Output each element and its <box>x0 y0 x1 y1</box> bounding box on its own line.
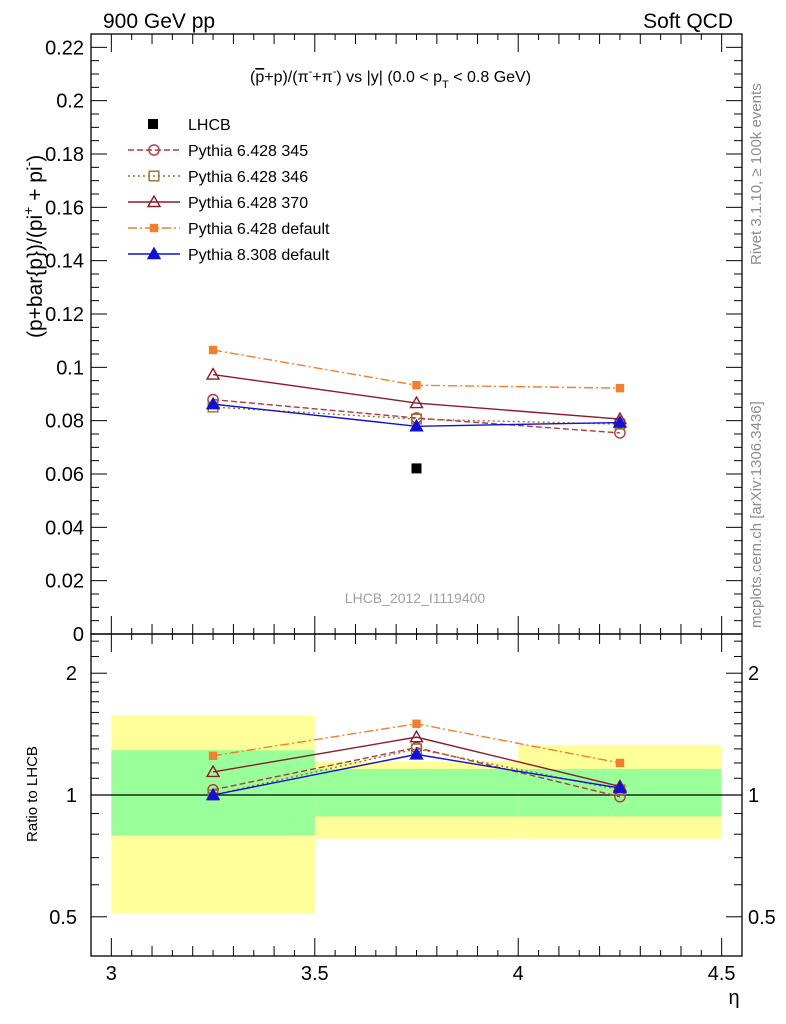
main-ytick-label: 0.14 <box>45 251 84 273</box>
ratio-point-pythia-8-308-default-2 <box>612 780 628 794</box>
main-ytick-label: 0.04 <box>45 517 84 539</box>
ratio-point-pythia-6-428-370-0 <box>205 764 221 778</box>
legend-item-lhcb: LHCB <box>148 117 231 134</box>
main-point-lhcb-0 <box>411 463 422 474</box>
main-series-group <box>205 345 628 474</box>
title-suffix: ) vs |y| (0.0 < p <box>336 69 442 86</box>
legend-marker-pythia-6-428-default <box>149 223 159 233</box>
ratio-point-pythia-8-308-default-1 <box>409 746 424 760</box>
legend-item-pythia-6-428-default: Pythia 6.428 default <box>128 221 330 238</box>
legend-item-pythia-6-428-370: Pythia 6.428 370 <box>128 194 308 212</box>
x-tick-label: 4 <box>513 963 524 985</box>
title-mid: +p)/(π <box>264 69 308 86</box>
legend-item-pythia-8-308-default: Pythia 8.308 default <box>128 246 330 264</box>
title-pbar: p <box>255 69 264 86</box>
main-line-pythia-6-428-370 <box>212 373 620 420</box>
legend-marker-pythia-6-428-370 <box>146 194 162 208</box>
main-y-axis-label: (p+bar{p})/(pi+ + pi-) <box>20 155 47 338</box>
ratio-line-pythia-6-428-370 <box>212 736 621 788</box>
main-ytick-label: 0 <box>73 624 84 646</box>
legend-label-lhcb: LHCB <box>188 117 231 134</box>
title-sup1: - <box>309 66 313 78</box>
main-plot-title: (p+p)/(π-+π-) vs |y| (0.0 < pT < 0.8 GeV… <box>250 66 531 91</box>
main-point-pythia-8-308-default-0 <box>205 396 221 410</box>
main-ytick-label: 0.1 <box>56 357 84 379</box>
ylabel-main: (p+bar{p})/(pi <box>24 215 47 338</box>
ylabel-sup2: - <box>20 161 36 166</box>
main-ytick-label: 0.08 <box>45 411 84 433</box>
main-ytick-label: 0.12 <box>45 304 84 326</box>
main-ytick-label: 0.2 <box>56 91 84 113</box>
legend-marker-pythia-8-308-default <box>146 246 162 260</box>
ratio-y-axis-label: Ratio to LHCB <box>24 746 41 842</box>
ratio-ytick-label-right: 2 <box>748 663 759 685</box>
legend-label-pythia-6-428-370: Pythia 6.428 370 <box>188 195 308 212</box>
main-point-pythia-8-308-default-2 <box>612 415 628 428</box>
legend-marker-pythia-6-428-346 <box>148 170 160 182</box>
title-end: < 0.8 GeV) <box>449 69 531 86</box>
main-ytick-label: 0.06 <box>45 464 84 486</box>
ratio-series-group <box>205 719 628 803</box>
main-point-pythia-8-308-default-1 <box>409 418 424 432</box>
title-prefix: ( <box>250 69 256 86</box>
ratio-ytick-label-right: 0.5 <box>748 907 776 929</box>
main-point-pythia-6-428-370-1 <box>409 395 424 409</box>
ratio-band-green-1 <box>314 768 519 817</box>
ylabel-mid: + pi <box>24 166 47 206</box>
main-point-pythia-6-428-default-0 <box>208 345 218 355</box>
ratio-point-pythia-6-428-default-0 <box>208 751 218 760</box>
title-plus: +π <box>312 69 332 86</box>
legend-marker-pythia-6-428-345 <box>148 144 160 156</box>
legend-label-pythia-6-428-default: Pythia 6.428 default <box>188 221 330 238</box>
main-ytick-label: 0.16 <box>45 197 84 219</box>
legend-label-pythia-6-428-346: Pythia 6.428 346 <box>188 169 308 186</box>
ratio-ytick-label-left: 2 <box>66 663 77 685</box>
x-tick-label: 3 <box>106 963 117 985</box>
main-ytick-label: 0.22 <box>45 37 84 59</box>
ratio-ytick-label-right: 1 <box>748 785 759 807</box>
main-ytick-label: 0.02 <box>45 571 84 593</box>
ratio-point-pythia-6-428-default-1 <box>412 719 421 728</box>
ratio-point-pythia-8-308-default-0 <box>205 787 221 801</box>
ylabel-end: ) <box>24 155 47 162</box>
main-ytick-label: 0.18 <box>45 144 84 166</box>
header-right-label: Soft QCD <box>643 10 733 33</box>
x-tick-label: 3.5 <box>301 963 329 985</box>
title-sup2: - <box>333 66 337 78</box>
main-point-pythia-6-428-345-2 <box>614 427 626 439</box>
legend-label-pythia-8-308-default: Pythia 8.308 default <box>188 247 330 264</box>
main-point-pythia-6-428-default-1 <box>412 381 421 390</box>
rivet-version-label: Rivet 3.1.10, ≥ 100k events <box>748 83 765 265</box>
ratio-point-pythia-6-428-370-1 <box>409 729 424 743</box>
title-sub: T <box>442 79 449 91</box>
axes-frames: 0 0.02 0.04 0.06 0.08 0.1 0.12 0.14 0.16 0.18 0.2 0… <box>45 33 776 985</box>
ratio-uncertainty-bands <box>111 715 722 914</box>
main-point-pythia-6-428-370-0 <box>205 367 221 380</box>
analysis-watermark: LHCB_2012_I1119400 <box>345 590 486 606</box>
ratio-ytick-label-left: 1 <box>66 785 77 807</box>
x-axis-label: η <box>728 987 739 1009</box>
legend-marker-lhcb <box>148 119 158 129</box>
mcplots-reference-label: mcplots.cern.ch [arXiv:1306.3436] <box>748 401 765 628</box>
x-tick-label: 4.5 <box>708 963 736 985</box>
main-line-pythia-6-428-345 <box>212 398 620 434</box>
ratio-point-pythia-6-428-default-2 <box>615 758 625 768</box>
header-left-label: 900 GeV pp <box>103 10 215 33</box>
legend: LHCB Pythia 6.428 345 Pythia 6.428 346 Pyth… <box>128 117 330 264</box>
legend-label-pythia-6-428-345: Pythia 6.428 345 <box>188 143 308 160</box>
legend-item-pythia-6-428-345: Pythia 6.428 345 <box>128 143 308 160</box>
ylabel-sup1: + <box>20 207 36 215</box>
legend-item-pythia-6-428-346: Pythia 6.428 346 <box>128 169 308 186</box>
main-point-pythia-6-428-default-2 <box>615 383 625 393</box>
ratio-ytick-label-left: 0.5 <box>49 907 77 929</box>
